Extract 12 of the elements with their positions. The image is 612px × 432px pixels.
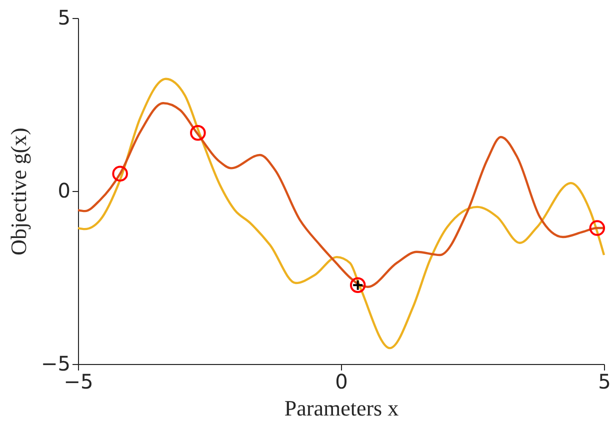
y-axis-title: Objective g(x) bbox=[6, 128, 32, 256]
x-axis-title: Parameters x bbox=[284, 396, 399, 420]
point bbox=[112, 166, 128, 182]
y-tick-label: −5 bbox=[41, 352, 70, 376]
y-tick-label: 5 bbox=[58, 6, 70, 30]
point bbox=[190, 124, 206, 141]
y-tick-label: 0 bbox=[58, 178, 70, 202]
line-series bbox=[76, 78, 606, 350]
x-tick-label: 5 bbox=[598, 370, 611, 394]
x-tick-label: 0 bbox=[335, 370, 348, 394]
line-series bbox=[76, 102, 606, 288]
point bbox=[589, 220, 606, 236]
